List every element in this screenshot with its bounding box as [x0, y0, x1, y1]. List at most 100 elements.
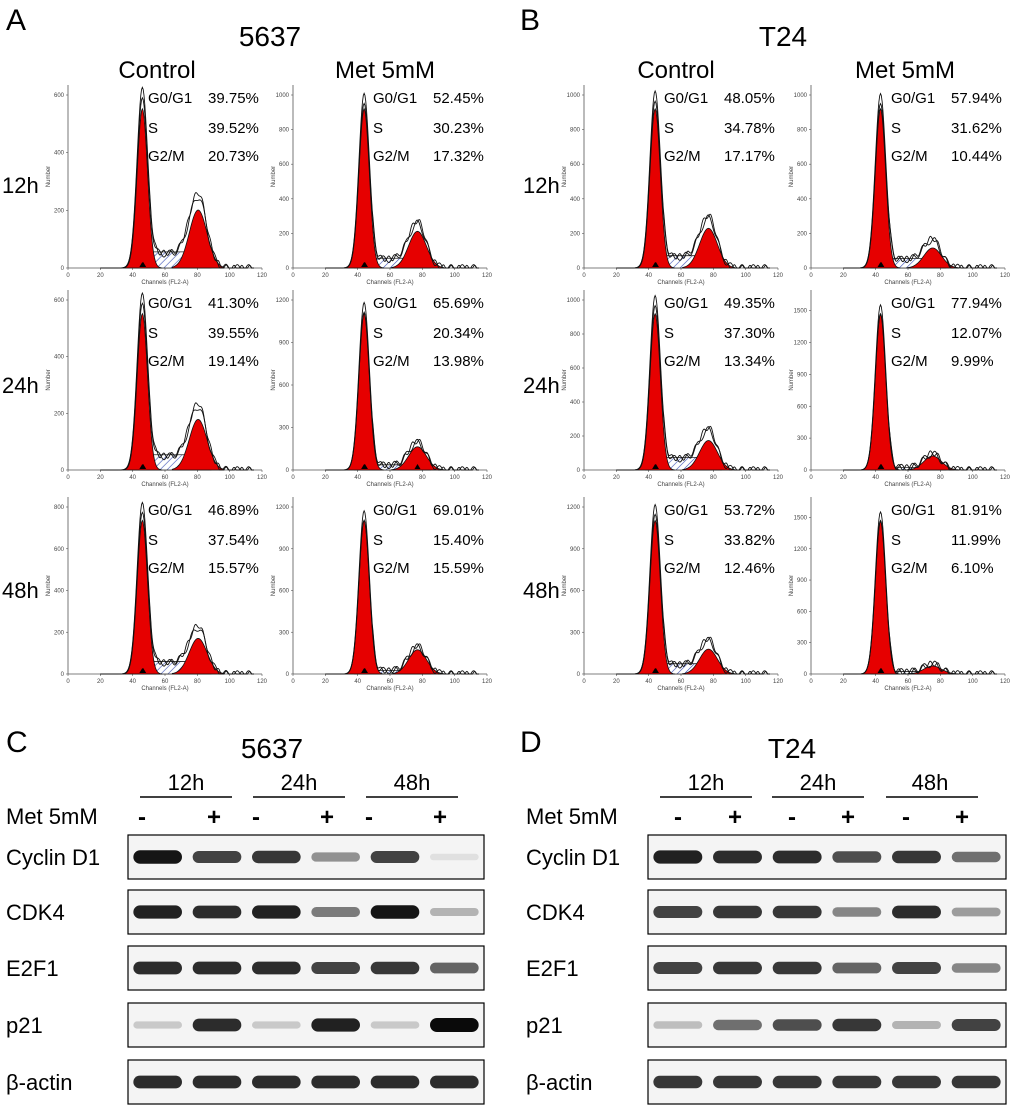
histo-a-control-48h-label-g2m: G2/M: [148, 560, 185, 577]
histo-b-control-24h-xlabel: Channels (FL2-A): [657, 482, 704, 488]
histo-b-met-48h-envelope-1: [843, 520, 997, 675]
histo-b-met-24h-ytick-label-1500: 1500: [794, 309, 808, 315]
histo-b-met-12h-label-g2m: G2/M: [891, 148, 928, 165]
wb-c-band-4-0: [133, 1075, 182, 1089]
histo-b-met-48h-xtick-label-60: 60: [905, 679, 912, 685]
histo-b-met-12h-ytick-label-0: 0: [804, 266, 808, 272]
wb-d-band-4-5: [951, 1075, 1001, 1089]
histo-a-met-12h-ytick-label-600: 600: [279, 162, 290, 168]
histo-b-met-24h-label-g2m: G2/M: [891, 353, 928, 370]
histo-b-met-48h-ytick-label-1200: 1200: [794, 547, 808, 553]
histo-b-met-24h-ytick-label-0: 0: [804, 468, 808, 474]
wb-c-band-0-5: [430, 853, 479, 861]
histo-b-met-48h-value-g2m: 6.10%: [951, 560, 994, 577]
histo-b-met-24h-xtick-label-100: 100: [968, 475, 979, 481]
histo-a-control-48h-ylabel: Number: [46, 575, 52, 596]
histo-a-met-24h-marker-g1: [361, 464, 368, 469]
histo-a-control-24h-marker-g1: [140, 464, 147, 469]
flow-a-time-48h: 48h: [2, 578, 39, 603]
wb-c-sign-1: +: [207, 804, 221, 831]
histo-b-control-48h-envelope-1: [616, 513, 770, 675]
wb-d-band-2-0: [653, 962, 703, 974]
histo-a-control-12h-value-g0g1: 39.75%: [208, 90, 259, 107]
histo-b-met-12h-xtick-label-20: 20: [840, 273, 847, 279]
histo-a-control-12h-ytick-label-0: 0: [61, 266, 65, 272]
histo-a-control-12h-label-g0g1: G0/G1: [148, 90, 192, 107]
histo-b-control-24h-xtick-label-20: 20: [613, 475, 620, 481]
histo-b-control-12h-xtick-label-60: 60: [678, 273, 685, 279]
histo-b-control-48h-marker-g1: [652, 668, 659, 673]
wb-d-protein-label-1: CDK4: [526, 900, 585, 925]
histo-b-control-12h-xtick-label-20: 20: [613, 273, 620, 279]
histo-b-control-48h-ytick-label-1200: 1200: [567, 505, 581, 511]
histo-a-met-12h-ylabel: Number: [271, 166, 277, 187]
wb-d-band-3-5: [951, 1019, 1001, 1031]
histo-a-met-12h-value-g0g1: 52.45%: [433, 90, 484, 107]
wb-d-band-2-5: [951, 963, 1001, 973]
wb-d-treatment-label: Met 5mM: [526, 804, 618, 829]
histo-b-met-12h-xtick-label-60: 60: [905, 273, 912, 279]
wb-d-box-2: [647, 945, 1007, 991]
histo-a-met-48h-envelope-1: [325, 519, 479, 675]
histo-a-control-12h-xtick-label-0: 0: [66, 273, 70, 279]
histo-a-control-12h-envelope-0: [100, 86, 254, 269]
histo-b-met-48h-ytick-label-0: 0: [804, 672, 808, 678]
wb-d-band-3-1: [713, 1019, 762, 1031]
histo-a-control-48h-ytick-label-400: 400: [54, 589, 65, 595]
histo-group-b-2-1: 0 20 40 60 80 100 120 Channels (FL2-A) 0 300 600 90…: [789, 497, 1011, 692]
histo-a-met-48h-xtick-label-20: 20: [322, 679, 329, 685]
wb-d-band-0-3: [832, 851, 882, 863]
histo-a-met-12h-marker-g1: [361, 262, 368, 267]
histo-b-control-12h-ytick-label-0: 0: [577, 266, 581, 272]
histo-b-control-12h-value-s: 34.78%: [724, 120, 775, 137]
histo-b-control-12h-value-g0g1: 48.05%: [724, 90, 775, 107]
histo-a-met-12h-xtick-label-80: 80: [419, 273, 426, 279]
histo-a-control-24h-ytick-label-400: 400: [54, 355, 65, 361]
wb-c-band-2-1: [192, 961, 242, 975]
histo-b-met-48h-value-g0g1: 81.91%: [951, 502, 1002, 519]
histo-a-met-12h-xtick-label-0: 0: [291, 273, 295, 279]
histo-group-b-1-1: 0 20 40 60 80 100 120 Channels (FL2-A) 0 300 600 90…: [789, 290, 1011, 488]
histo-a-met-48h-value-s: 15.40%: [433, 532, 484, 549]
histo-b-control-24h-g2m-peak: [682, 440, 735, 471]
wb-c-sign-0: -: [138, 804, 146, 831]
histo-a-met-12h-xlabel: Channels (FL2-A): [366, 280, 413, 286]
histo-a-met-12h-label-g2m: G2/M: [373, 148, 410, 165]
histo-a-control-12h-ytick-label-600: 600: [54, 93, 65, 99]
histo-b-control-12h-ylabel: Number: [562, 166, 568, 187]
wb-d-cell-line: T24: [768, 733, 816, 764]
histo-b-control-24h-value-g0g1: 49.35%: [724, 295, 775, 312]
histo-a-met-48h-ytick-label-600: 600: [279, 589, 290, 595]
histo-b-met-12h-value-s: 31.62%: [951, 120, 1002, 137]
wb-c-band-1-3: [311, 907, 360, 917]
histo-a-met-24h-xtick-label-20: 20: [322, 475, 329, 481]
flow-a-condition-met: Met 5mM: [335, 57, 435, 84]
wb-c-band-2-5: [430, 962, 479, 974]
histo-b-met-12h-value-g2m: 10.44%: [951, 148, 1002, 165]
histo-a-met-24h-xtick-label-0: 0: [291, 475, 295, 481]
histo-a-met-12h-ytick-label-0: 0: [286, 266, 290, 272]
wb-c-band-2-2: [252, 961, 301, 975]
histo-b-met-24h-g2m-peak: [905, 455, 961, 471]
histo-a-control-12h-label-g2m: G2/M: [148, 148, 185, 165]
histo-a-control-48h-xtick-label-40: 40: [129, 679, 136, 685]
wb-d-band-2-2: [772, 961, 822, 975]
histo-a-met-48h-xtick-label-100: 100: [450, 679, 461, 685]
histo-b-control-48h-xtick-label-0: 0: [582, 679, 586, 685]
histo-a-control-48h-xtick-label-20: 20: [97, 679, 104, 685]
histo-a-met-48h-value-g0g1: 69.01%: [433, 502, 484, 519]
panel-letter-b: B: [520, 4, 540, 37]
histo-a-met-48h-label-s: S: [373, 532, 383, 549]
wb-c-protein-label-3: p21: [6, 1013, 43, 1038]
wb-d-sign-2: -: [788, 804, 796, 831]
histo-b-control-12h-xlabel: Channels (FL2-A): [657, 280, 704, 286]
histo-a-met-12h-g2m-peak: [391, 230, 444, 269]
histo-b-control-24h-xtick-label-120: 120: [773, 475, 784, 481]
wb-d-sign-5: +: [955, 804, 969, 831]
wb-d-band-4-3: [832, 1075, 882, 1089]
histo-a-control-24h-value-g2m: 19.14%: [208, 353, 259, 370]
histo-b-control-12h-marker-g1: [652, 262, 659, 267]
histo-a-met-12h-value-s: 30.23%: [433, 120, 484, 137]
histo-a-met-24h-xtick-label-40: 40: [354, 475, 361, 481]
histo-a-met-12h-ytick-label-800: 800: [279, 128, 290, 134]
